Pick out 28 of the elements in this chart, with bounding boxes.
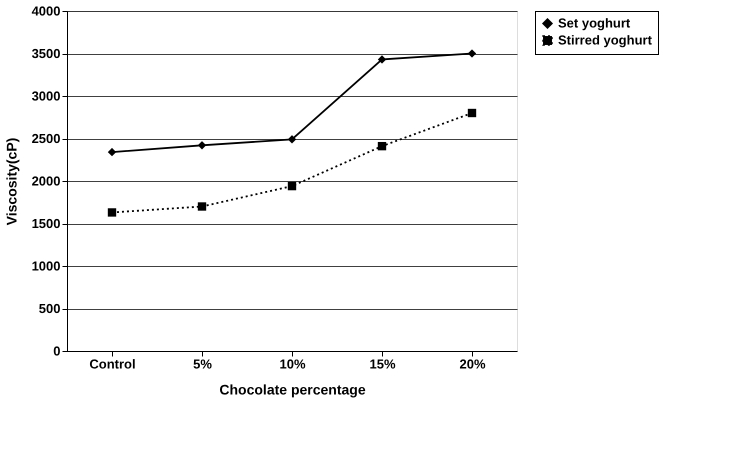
x-tick-label: Control xyxy=(89,356,136,372)
point xyxy=(108,148,116,156)
x-tick-label: 15% xyxy=(369,356,396,372)
y-tick-label: 2500 xyxy=(32,131,60,146)
legend-label: Stirred yoghurt xyxy=(558,32,653,48)
point xyxy=(378,142,386,150)
y-tick-label: 0 xyxy=(53,344,60,358)
x-axis-title: Chocolate percentage xyxy=(219,382,366,398)
y-tick-label: 3500 xyxy=(32,46,60,61)
x-tick-label: 10% xyxy=(279,356,306,372)
point xyxy=(198,141,206,150)
point xyxy=(198,202,206,211)
point xyxy=(108,208,116,217)
legend-label: Set yoghurt xyxy=(558,16,631,30)
y-tick-label: 2000 xyxy=(32,174,60,188)
point xyxy=(468,108,476,118)
y-tick-label: 3000 xyxy=(32,88,60,104)
x-tick-label: 20% xyxy=(459,356,486,372)
y-tick-label: 1500 xyxy=(32,216,60,231)
y-tick-label: 4000 xyxy=(32,4,60,18)
point xyxy=(288,182,296,190)
y-axis-title: Viscosity(cP) xyxy=(4,138,20,226)
point xyxy=(468,49,476,58)
point xyxy=(378,55,386,64)
x-tick-label: 5% xyxy=(193,356,212,372)
point xyxy=(288,135,296,144)
y-tick-label: 1000 xyxy=(32,258,60,274)
y-tick-label: 500 xyxy=(38,301,60,316)
